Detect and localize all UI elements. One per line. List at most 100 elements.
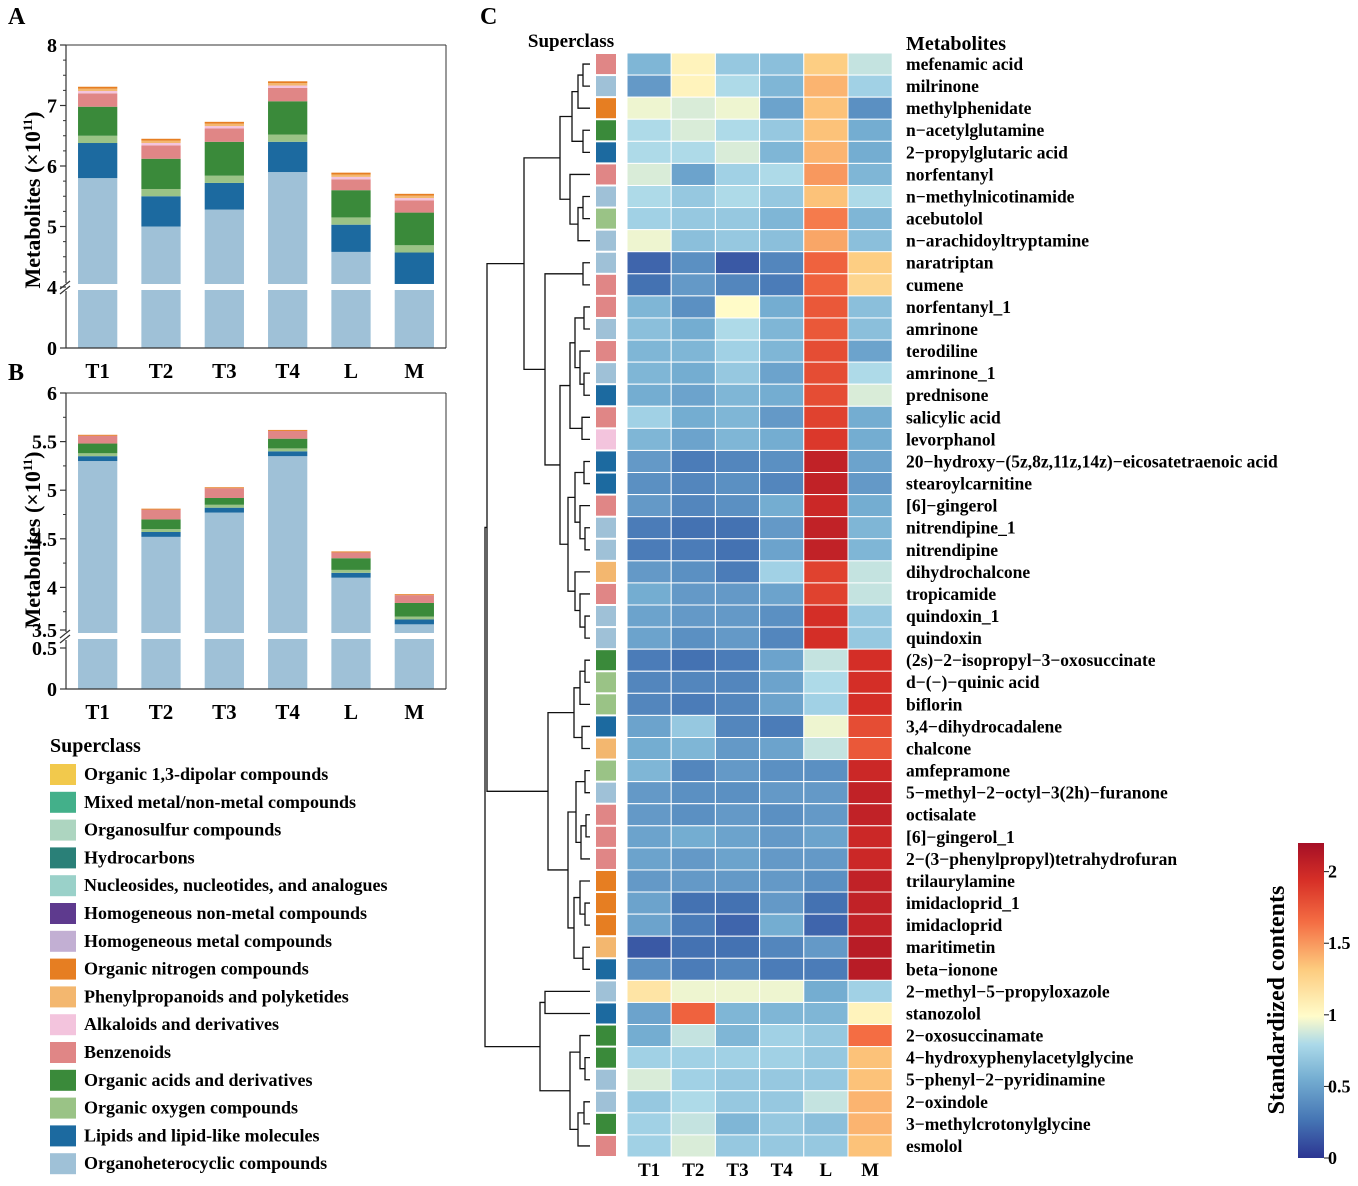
heatmap-cell xyxy=(626,118,672,142)
bar-segment xyxy=(268,87,308,102)
metabolite-label: mefenamic acid xyxy=(906,54,1023,74)
heatmap-cell xyxy=(803,361,849,385)
heatmap-cell xyxy=(847,781,893,805)
heatmap-cell xyxy=(714,52,761,76)
metabolite-label: acebutolol xyxy=(906,209,983,229)
metabolite-label: 2−oxosuccinamate xyxy=(906,1026,1044,1046)
heatmap-cell xyxy=(626,538,672,562)
bar-segment xyxy=(331,179,371,191)
heatmap-cell xyxy=(670,472,716,496)
heatmap-cell xyxy=(803,74,849,98)
superclass-cell xyxy=(596,451,616,472)
heatmap-cell xyxy=(626,96,672,120)
bar-segment xyxy=(331,551,371,553)
axis-break-gap xyxy=(77,633,119,639)
heatmap-cell xyxy=(759,1134,805,1158)
dendrogram-branch xyxy=(582,262,590,286)
colorbar-tick-label: 1 xyxy=(1328,1005,1337,1025)
heatmap-cell xyxy=(670,781,716,805)
heatmap-cell xyxy=(714,118,761,142)
metabolite-label: (2s)−2−isopropyl−3−oxosuccinate xyxy=(906,650,1156,670)
superclass-cell xyxy=(596,583,616,604)
heatmap-cell xyxy=(670,184,716,209)
heatmap-cell xyxy=(803,449,849,474)
heatmap-cell xyxy=(670,913,716,937)
heatmap-cell xyxy=(670,383,716,407)
heatmap-cell xyxy=(626,494,672,518)
heatmap-cell xyxy=(670,449,716,474)
heatmap-cell xyxy=(759,582,805,606)
heatmap-cell xyxy=(803,140,849,164)
superclass-cell xyxy=(596,981,616,1002)
metabolite-label: n−methylnicotinamide xyxy=(906,186,1075,206)
heatmap-cell xyxy=(626,184,672,209)
heatmap-cell xyxy=(714,979,761,1003)
heatmap-cell xyxy=(714,317,761,341)
metabolite-label: methylphenidate xyxy=(906,98,1032,118)
heatmap-cell xyxy=(626,759,672,783)
heatmap-cell xyxy=(759,891,805,915)
heatmap-cell xyxy=(714,538,761,562)
superclass-cell xyxy=(596,760,616,781)
metabolite-label: trilaurylamine xyxy=(906,871,1015,891)
legend-item-label: Organoheterocyclic compounds xyxy=(84,1153,327,1173)
legend-swatch xyxy=(50,986,76,1008)
metabolite-label: 3−methylcrotonylglycine xyxy=(906,1114,1091,1134)
metabolite-label: amrinone_1 xyxy=(906,363,995,383)
axis-break-gap xyxy=(330,284,372,290)
superclass-cell xyxy=(596,230,616,251)
bar-segment xyxy=(141,143,181,146)
bar-segment xyxy=(331,558,371,570)
heatmap-cell xyxy=(847,670,893,694)
heatmap-cell xyxy=(847,1134,893,1158)
bar-segment xyxy=(331,217,371,225)
bar-segment xyxy=(394,619,434,625)
superclass-cell xyxy=(596,54,616,75)
heatmap-cell xyxy=(803,913,849,937)
superclass-cell xyxy=(596,429,616,450)
metabolite-label: terodiline xyxy=(906,341,978,361)
superclass-cell xyxy=(596,407,616,428)
heatmap-cell xyxy=(759,361,805,385)
metabolite-label: stearoylcarnitine xyxy=(906,474,1032,494)
superclass-cell xyxy=(596,120,616,141)
heatmap-cell xyxy=(759,538,805,562)
heatmap-cell xyxy=(670,516,716,540)
bar-segment xyxy=(268,430,308,439)
heatmap-cell xyxy=(626,1001,672,1026)
heatmap-cell xyxy=(847,913,893,937)
superclass-cell xyxy=(596,848,616,869)
bar-segment xyxy=(268,451,308,457)
heatmap-cell xyxy=(759,472,805,496)
legend-item-label: Organic acids and derivatives xyxy=(84,1070,313,1090)
bar-segment xyxy=(268,429,308,431)
bar-segment xyxy=(268,83,308,86)
heatmap-cell xyxy=(847,714,893,738)
bar-segment xyxy=(78,93,118,107)
heatmap-cell xyxy=(803,207,849,231)
heatmap-cell xyxy=(847,736,893,761)
heatmap-cell xyxy=(670,1112,716,1136)
dendrogram-branch xyxy=(583,306,590,330)
heatmap-cell xyxy=(759,207,805,231)
heatmap-cell xyxy=(670,1024,716,1048)
dendrogram-branch xyxy=(582,129,590,154)
heatmap-cell xyxy=(714,207,761,231)
heatmap-cell xyxy=(670,803,716,827)
superclass-cell xyxy=(596,870,616,892)
superclass-cell xyxy=(596,1003,616,1024)
superclass-cell xyxy=(596,1047,616,1068)
break-mark xyxy=(59,285,71,295)
heatmap-cell xyxy=(714,714,761,738)
dendrogram-branch xyxy=(582,195,590,220)
y-tick-label: 5 xyxy=(47,217,57,239)
heatmap-cell xyxy=(759,648,805,672)
axis-break-gap xyxy=(393,284,435,290)
metabolite-label: dihydrochalcone xyxy=(906,562,1030,582)
axis-break-gap xyxy=(140,284,182,290)
metabolite-label: 5−phenyl−2−pyridinamine xyxy=(906,1070,1105,1090)
legend-swatch xyxy=(50,1042,76,1063)
heatmap-cell xyxy=(803,405,849,429)
heatmap-cell xyxy=(847,295,893,319)
heatmap-cell xyxy=(803,472,849,496)
